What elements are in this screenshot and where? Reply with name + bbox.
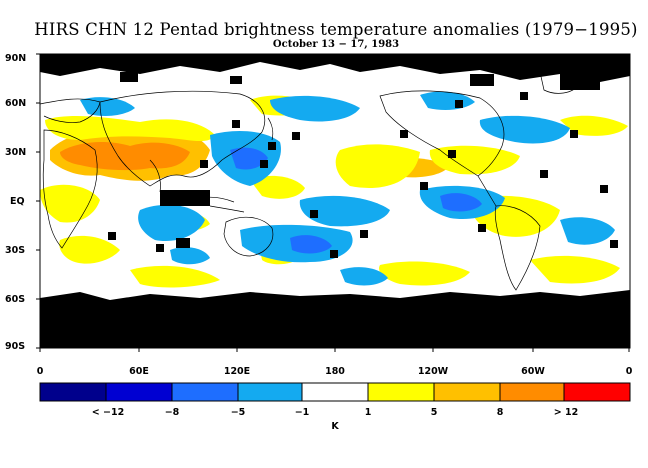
lat-label-60n: 60N [5,98,27,109]
lon-label-60e: 60E [129,366,149,377]
lat-label-90n: 90N [5,53,27,64]
cool-anomalies-core [230,147,482,254]
anomaly-map [39,53,631,349]
colorbar-bin-3 [172,383,238,401]
missing-data-squares [108,92,618,308]
lat-label-eq: EQ [10,196,25,207]
colorbar-label-1: < −12 [91,407,125,418]
colorbar-bin-2 [106,383,172,401]
colorbar-label-3: −5 [230,407,246,418]
lat-label-30n: 30N [5,147,27,158]
lon-label-120e: 120E [223,366,251,377]
chart-title: HIRS CHN 12 Pentad brightness temperatur… [34,20,638,39]
colorbar-bin-9 [564,383,630,401]
chart-subtitle: October 13 − 17, 1983 [272,39,400,50]
colorbar-unit: K [331,421,339,432]
colorbar-bin-8 [500,383,564,401]
colorbar-label-5: 1 [364,407,372,418]
axis-ticks [36,53,630,352]
antarctic-missing-data [40,290,630,348]
lon-label-120w: 120W [417,366,449,377]
colorbar-bin-7 [434,383,500,401]
colorbar-label-7: 8 [496,407,504,418]
colorbar-label-4: −1 [294,407,310,418]
lat-label-30s: 30S [5,245,26,256]
arctic-missing-data [40,54,630,90]
colorbar-bin-5 [302,383,368,401]
lon-label-180: 180 [325,366,345,377]
colorbar [39,382,631,402]
lat-label-60s: 60S [5,294,26,305]
lon-label-0-east: 0 [625,366,633,377]
colorbar-label-6: 5 [430,407,438,418]
colorbar-bin-1 [40,383,106,401]
colorbar-label-8: > 12 [553,407,579,418]
colorbar-bin-4 [238,383,302,401]
coastlines [39,71,631,319]
lon-label-60w: 60W [521,366,545,377]
colorbar-bin-6 [368,383,434,401]
lat-label-90s: 90S [5,341,26,352]
lon-label-0: 0 [36,366,44,377]
colorbar-label-2: −8 [164,407,180,418]
